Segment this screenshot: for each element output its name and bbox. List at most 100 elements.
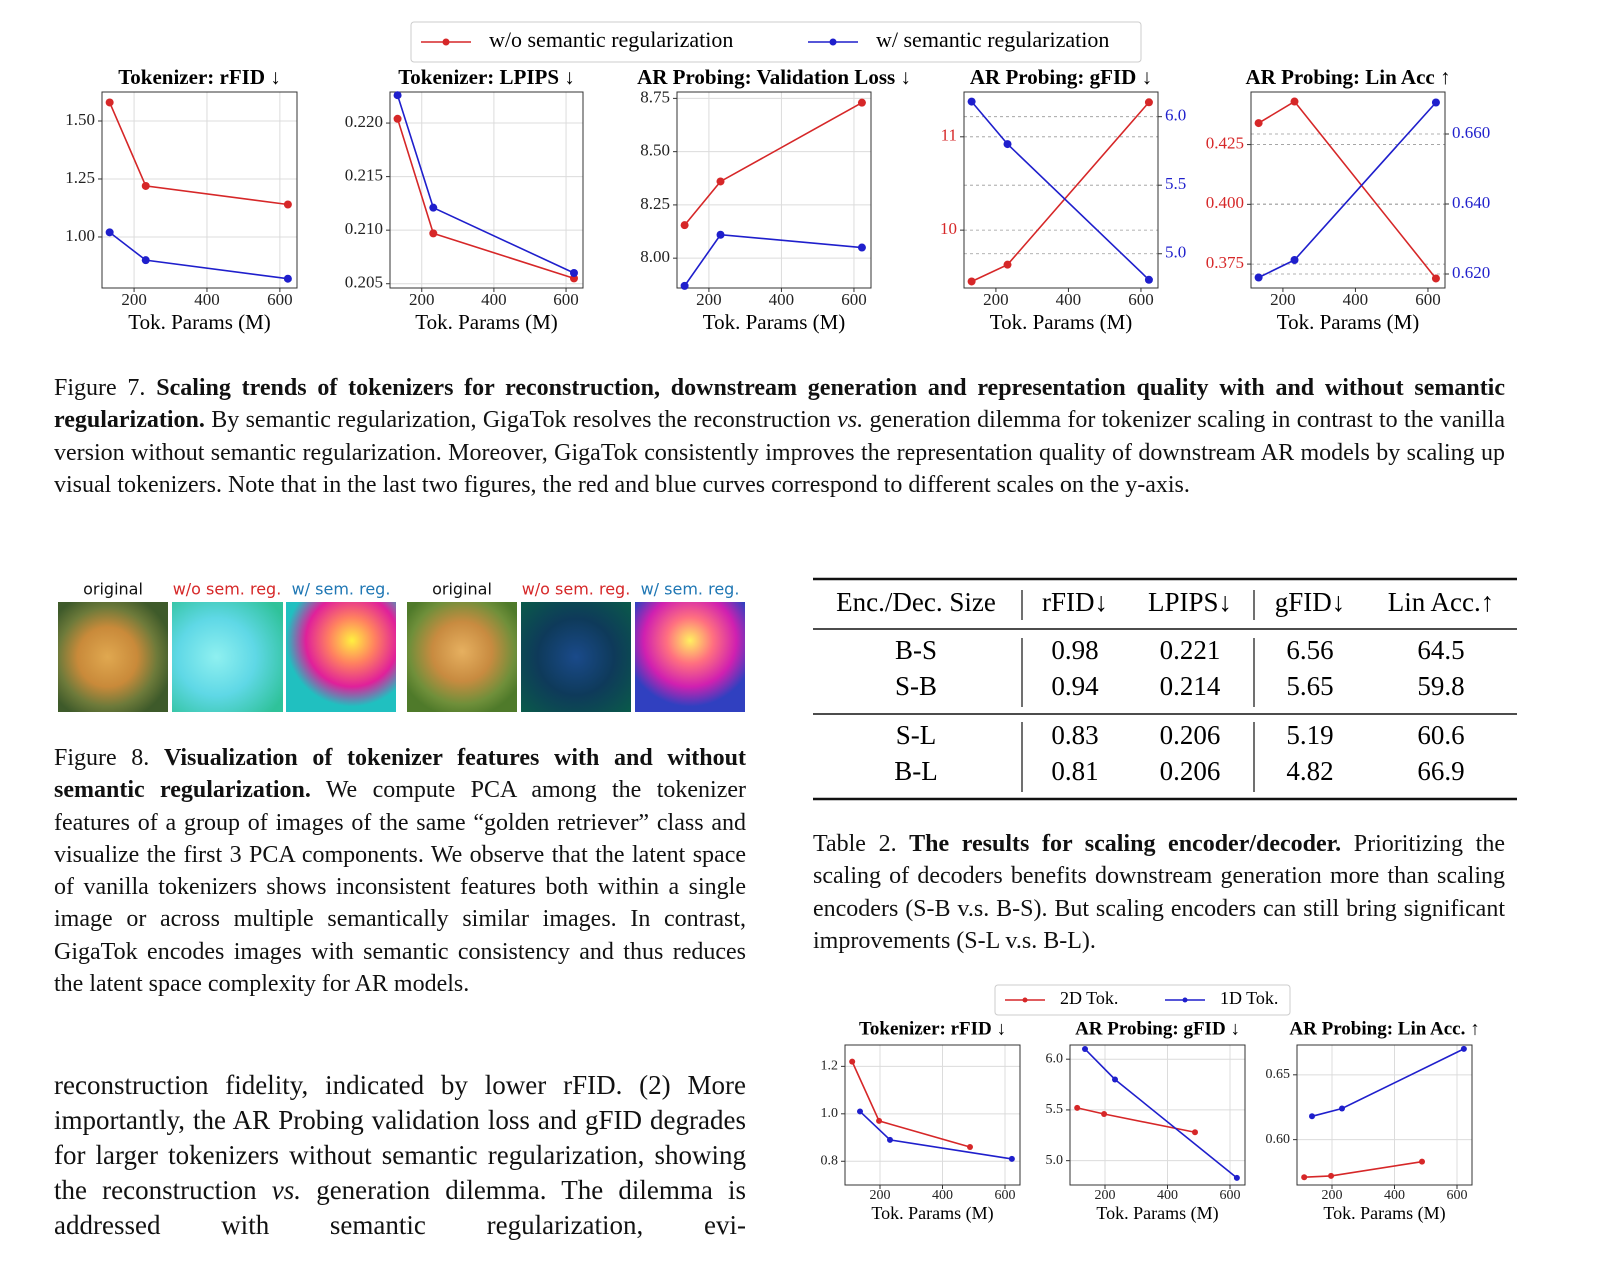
data-point (1431, 274, 1440, 283)
series-line (683, 101, 863, 226)
data-point (887, 1136, 893, 1143)
table-cell: 5.65 (1286, 671, 1333, 701)
table-header: LPIPS↓ (1148, 587, 1232, 617)
series-line (109, 231, 288, 280)
body-text-part: generation dilemma. The dilemma is addre… (54, 1175, 747, 1240)
x-tick-label: 400 (1384, 1188, 1405, 1203)
series-line (683, 233, 863, 287)
legend-label: 1D Tok. (1220, 988, 1278, 1008)
series-line (396, 94, 575, 274)
data-point (1254, 119, 1263, 128)
y-tick-label: 5.5 (1046, 1102, 1064, 1117)
plot-frame (1250, 91, 1446, 289)
plot-frame (1296, 1044, 1473, 1186)
y-tick-label: 0.400 (1206, 193, 1244, 212)
x-tick-label: 200 (983, 290, 1009, 309)
table-cell: 66.9 (1417, 756, 1464, 786)
data-point (141, 181, 150, 190)
x-tick-label: 200 (870, 1188, 891, 1203)
data-point (393, 91, 402, 100)
y-tick-label: 8.25 (640, 194, 670, 213)
data-point (1101, 1110, 1108, 1117)
plot-frame (963, 91, 1159, 289)
table-cell: 4.82 (1286, 756, 1333, 786)
caption-text: By semantic regularization, GigaTok reso… (211, 407, 838, 434)
image-with-reg (635, 602, 745, 712)
y-tick-label: 0.210 (345, 219, 383, 238)
plot-frame (844, 1044, 1021, 1186)
data-point (1003, 140, 1012, 149)
y-tick-label: 1.00 (65, 226, 95, 245)
data-point (1328, 1172, 1335, 1179)
data-point (1431, 98, 1440, 107)
y-tick-label: 6.0 (1165, 106, 1186, 125)
series-line (1258, 100, 1437, 279)
caption-text: We compute PCA among the tokenizer featu… (54, 777, 746, 998)
caption-title: The results for scaling encoder/decoder. (909, 831, 1342, 857)
x-tick-label: 400 (1157, 1188, 1178, 1203)
table-cell: B-L (894, 756, 938, 786)
data-point (1254, 273, 1263, 282)
chart-title: Tokenizer: rFID ↓ (118, 65, 281, 89)
series-line (396, 118, 575, 280)
table-header: Lin Acc.↑ (1388, 587, 1494, 617)
caption-title: Visualization of tokenizer features with… (54, 745, 746, 804)
data-point (967, 277, 976, 286)
data-point (429, 203, 438, 212)
x-tick-label: 400 (769, 290, 795, 309)
data-point (1339, 1105, 1345, 1112)
plot-frame (101, 91, 298, 289)
data-point (967, 1144, 973, 1151)
caption-title: Scaling trends of tokenizers for reconst… (54, 375, 1506, 434)
legend-label: w/o semantic regularization (489, 27, 733, 52)
x-axis-label: Tok. Params (M) (415, 310, 558, 334)
table2-caption: Table 2. The results for scaling encoder… (813, 828, 1505, 957)
y-tick-label: 0.425 (1206, 133, 1244, 152)
image-with-reg (286, 602, 396, 712)
x-tick-label: 200 (696, 290, 722, 309)
data-point (1144, 98, 1153, 107)
x-tick-label: 600 (841, 290, 867, 309)
y-tick-label: 0.640 (1452, 193, 1490, 212)
legend-label: w/ semantic regularization (876, 27, 1109, 52)
plot-frame (1069, 1044, 1246, 1186)
data-point (105, 228, 114, 237)
x-axis-label: Tok. Params (M) (128, 310, 271, 334)
y-tick-label: 0.215 (345, 166, 383, 185)
table-cell: S-L (896, 720, 937, 750)
data-point (1460, 1045, 1467, 1052)
table-cell: 0.83 (1051, 720, 1098, 750)
plot-frame (676, 91, 872, 289)
data-point (429, 229, 438, 238)
y-tick-label: 0.60 (1266, 1132, 1291, 1147)
data-point (105, 98, 114, 107)
legend-label: 2D Tok. (1060, 988, 1118, 1008)
data-point (967, 97, 976, 106)
table-cell: 0.81 (1051, 756, 1098, 786)
x-tick-label: 400 (481, 290, 507, 309)
chart-title: AR Probing: Lin Acc ↑ (1246, 65, 1451, 89)
y-tick-label: 5.5 (1165, 174, 1186, 193)
chart-title: Tokenizer: rFID ↓ (859, 1018, 1006, 1039)
data-point (1419, 1158, 1425, 1165)
data-point (1112, 1076, 1118, 1083)
data-point (876, 1117, 883, 1124)
series-line (851, 1061, 971, 1148)
x-tick-label: 400 (932, 1188, 953, 1203)
table-cell: 0.98 (1051, 635, 1098, 665)
legend-marker (1022, 997, 1028, 1003)
series-line (971, 101, 1150, 281)
chart-title: AR Probing: Lin Acc. ↑ (1289, 1018, 1479, 1039)
table-cell: S-B (895, 671, 937, 701)
caption-text: vs. (837, 407, 864, 434)
x-tick-label: 400 (1056, 290, 1082, 309)
x-axis-label: Tok. Params (M) (703, 310, 846, 334)
y-tick-label: 0.660 (1452, 123, 1490, 142)
y-tick-label: 8.00 (640, 247, 670, 266)
x-tick-label: 400 (194, 290, 220, 309)
caption-label: Table 2. (813, 831, 897, 857)
body-text: reconstruction fidelity, indicated by lo… (54, 1068, 746, 1243)
y-tick-label: 0.65 (1266, 1067, 1291, 1082)
